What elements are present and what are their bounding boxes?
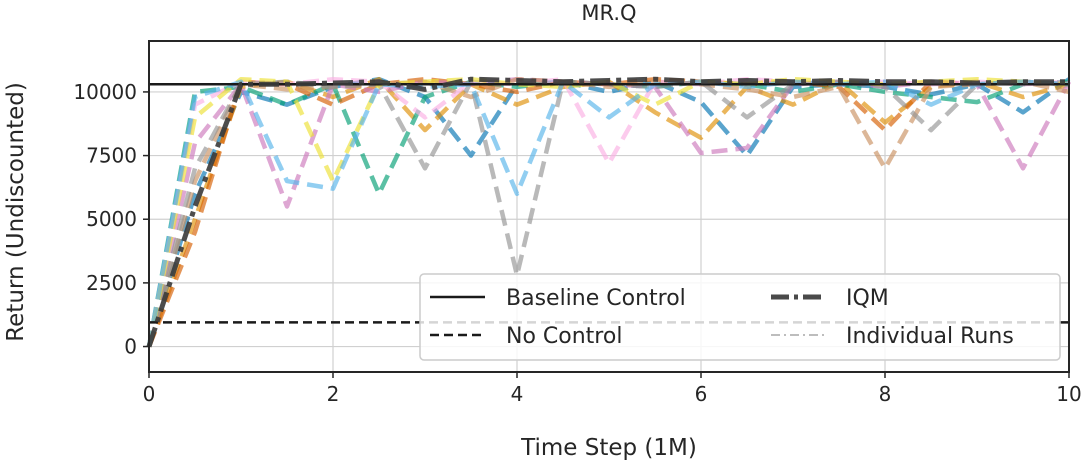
individual-run-line-10	[146, 79, 1070, 347]
reference-lines	[146, 76, 1069, 348]
y-tick-label: 2500	[86, 271, 137, 295]
x-tick-label: 8	[879, 382, 892, 406]
plot-frame	[148, 40, 1070, 373]
x-tick-label: 6	[695, 382, 708, 406]
y-tick-label: 0	[124, 335, 137, 359]
legend: Baseline Control IQM No Control Individu…	[419, 273, 1061, 361]
iqm-line	[146, 76, 1069, 348]
chart-title: MR.Q	[581, 1, 636, 25]
legend-label-baseline-control: Baseline Control	[506, 286, 686, 311]
x-tick-label: 10	[1056, 382, 1081, 406]
x-axis-title: Time Step (1M)	[520, 435, 697, 461]
legend-label-iqm: IQM	[846, 286, 889, 311]
ticks: 0 2 4 6 8 10 0 2500 5000 7500 10000	[73, 80, 1081, 406]
legend-label-no-control: No Control	[506, 324, 622, 349]
x-tick-label: 2	[327, 382, 340, 406]
legend-box	[419, 273, 1061, 361]
y-axis-title: Return (Undiscounted)	[3, 82, 29, 342]
y-tick-label: 10000	[73, 80, 137, 104]
x-tick-label: 0	[143, 382, 156, 406]
x-tick-label: 4	[511, 382, 524, 406]
y-tick-label: 7500	[86, 144, 137, 168]
legend-label-individual-runs: Individual Runs	[846, 324, 1014, 349]
y-tick-label: 5000	[86, 207, 137, 231]
individual-run-line-1	[146, 76, 1071, 348]
